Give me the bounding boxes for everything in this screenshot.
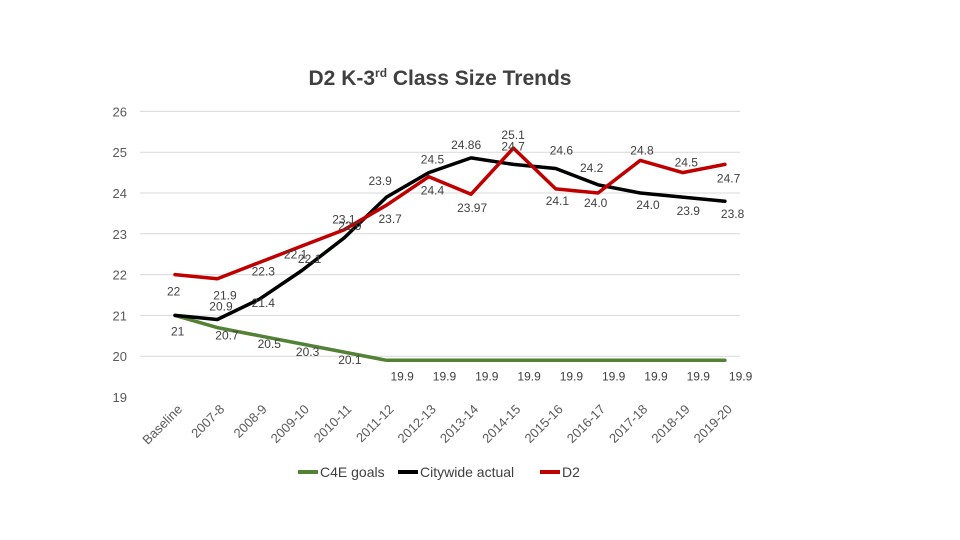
data-label: 19.9 bbox=[517, 369, 541, 383]
y-tick-label: 23 bbox=[113, 227, 127, 242]
data-label: 19.9 bbox=[433, 369, 457, 383]
data-label: 19.9 bbox=[475, 369, 499, 383]
x-tick-label: 2011-12 bbox=[353, 402, 397, 446]
data-label: 24.5 bbox=[421, 153, 445, 167]
data-label: 23.97 bbox=[457, 201, 487, 215]
data-label: 20.3 bbox=[296, 345, 320, 359]
data-label: 24.86 bbox=[451, 138, 481, 152]
data-label: 19.9 bbox=[602, 369, 626, 383]
data-label: 25.1 bbox=[501, 128, 525, 142]
data-label: 23.1 bbox=[332, 213, 356, 227]
data-label: 19.9 bbox=[729, 369, 753, 383]
data-label: 24.0 bbox=[584, 196, 608, 210]
y-tick-label: 25 bbox=[113, 145, 127, 160]
y-tick-label: 22 bbox=[113, 268, 127, 283]
x-tick-label: 2007-8 bbox=[188, 402, 227, 441]
data-label: 21.4 bbox=[252, 296, 276, 310]
data-label: 22.9 bbox=[338, 219, 362, 233]
x-tick-label: 2019-20 bbox=[691, 402, 735, 446]
data-label: 22.1 bbox=[298, 252, 322, 266]
data-label: 19.9 bbox=[560, 369, 584, 383]
data-label: 24.8 bbox=[630, 143, 654, 157]
x-tick-label: 2009-10 bbox=[268, 402, 312, 446]
x-tick-label: 2018-19 bbox=[648, 402, 692, 446]
data-label: 23.8 bbox=[721, 207, 745, 221]
legend-label: C4E goals bbox=[320, 464, 385, 480]
data-label: 24.5 bbox=[675, 156, 699, 170]
data-label: 22 bbox=[167, 285, 181, 299]
data-label: 22.3 bbox=[252, 264, 276, 278]
y-tick-label: 24 bbox=[113, 186, 127, 201]
x-tick-label: 2014-15 bbox=[479, 402, 523, 446]
data-label: 24.7 bbox=[501, 139, 525, 153]
data-label: 20.1 bbox=[338, 353, 362, 367]
data-label: 19.9 bbox=[687, 369, 711, 383]
y-tick-label: 21 bbox=[113, 308, 127, 323]
x-tick-label: 2013-14 bbox=[437, 402, 481, 446]
chart-title: D2 K-3rd Class Size Trends bbox=[308, 66, 572, 90]
y-tick-label: 19 bbox=[113, 390, 127, 405]
x-tick-label: 2012-13 bbox=[395, 402, 439, 446]
data-label: 20.5 bbox=[258, 337, 282, 351]
data-label: 19.9 bbox=[391, 369, 415, 383]
data-label: 20.7 bbox=[215, 329, 239, 343]
x-tick-label: 2015-16 bbox=[521, 402, 565, 446]
x-tick-label: 2010-11 bbox=[311, 402, 355, 446]
data-label: 21 bbox=[171, 324, 185, 338]
legend: C4E goals Citywide actual D2 bbox=[298, 464, 580, 480]
x-tick-label: 2017-18 bbox=[606, 402, 650, 446]
x-tick-label: 2008-9 bbox=[230, 402, 269, 441]
data-label: 23.9 bbox=[369, 174, 393, 188]
series-line bbox=[173, 156, 727, 322]
x-tick-label: Baseline bbox=[139, 402, 185, 448]
data-label: 19.9 bbox=[644, 369, 668, 383]
data-label: 22.1 bbox=[284, 248, 308, 262]
data-label: 23.9 bbox=[677, 204, 701, 218]
y-tick-label: 26 bbox=[113, 104, 127, 119]
data-label: 24.7 bbox=[717, 171, 741, 185]
data-label: 24.6 bbox=[550, 144, 574, 158]
data-label: 24.4 bbox=[421, 184, 445, 198]
data-label: 21.9 bbox=[213, 289, 237, 303]
legend-label: Citywide actual bbox=[420, 464, 514, 480]
data-label: 20.9 bbox=[209, 299, 233, 313]
data-label: 24.2 bbox=[580, 161, 604, 175]
data-label: 23.7 bbox=[379, 212, 403, 226]
x-tick-label: 2016-17 bbox=[564, 402, 608, 446]
series-lines bbox=[173, 146, 727, 363]
x-axis: Baseline 2007-8 2008-92009-102010-112011-1… bbox=[139, 402, 735, 448]
y-axis: 19 20 21 22 23 24 25 26 bbox=[113, 104, 127, 405]
series-line bbox=[173, 146, 727, 281]
data-label: 24.0 bbox=[636, 198, 660, 212]
y-tick-label: 20 bbox=[113, 349, 127, 364]
legend-label: D2 bbox=[562, 464, 580, 480]
series-line bbox=[173, 313, 727, 363]
data-labels: 21 20.7 20.5 20.3 20.1 19.9 19.9 19.9 19.9 19.9 19… bbox=[167, 128, 753, 383]
data-label: 24.1 bbox=[546, 194, 570, 208]
